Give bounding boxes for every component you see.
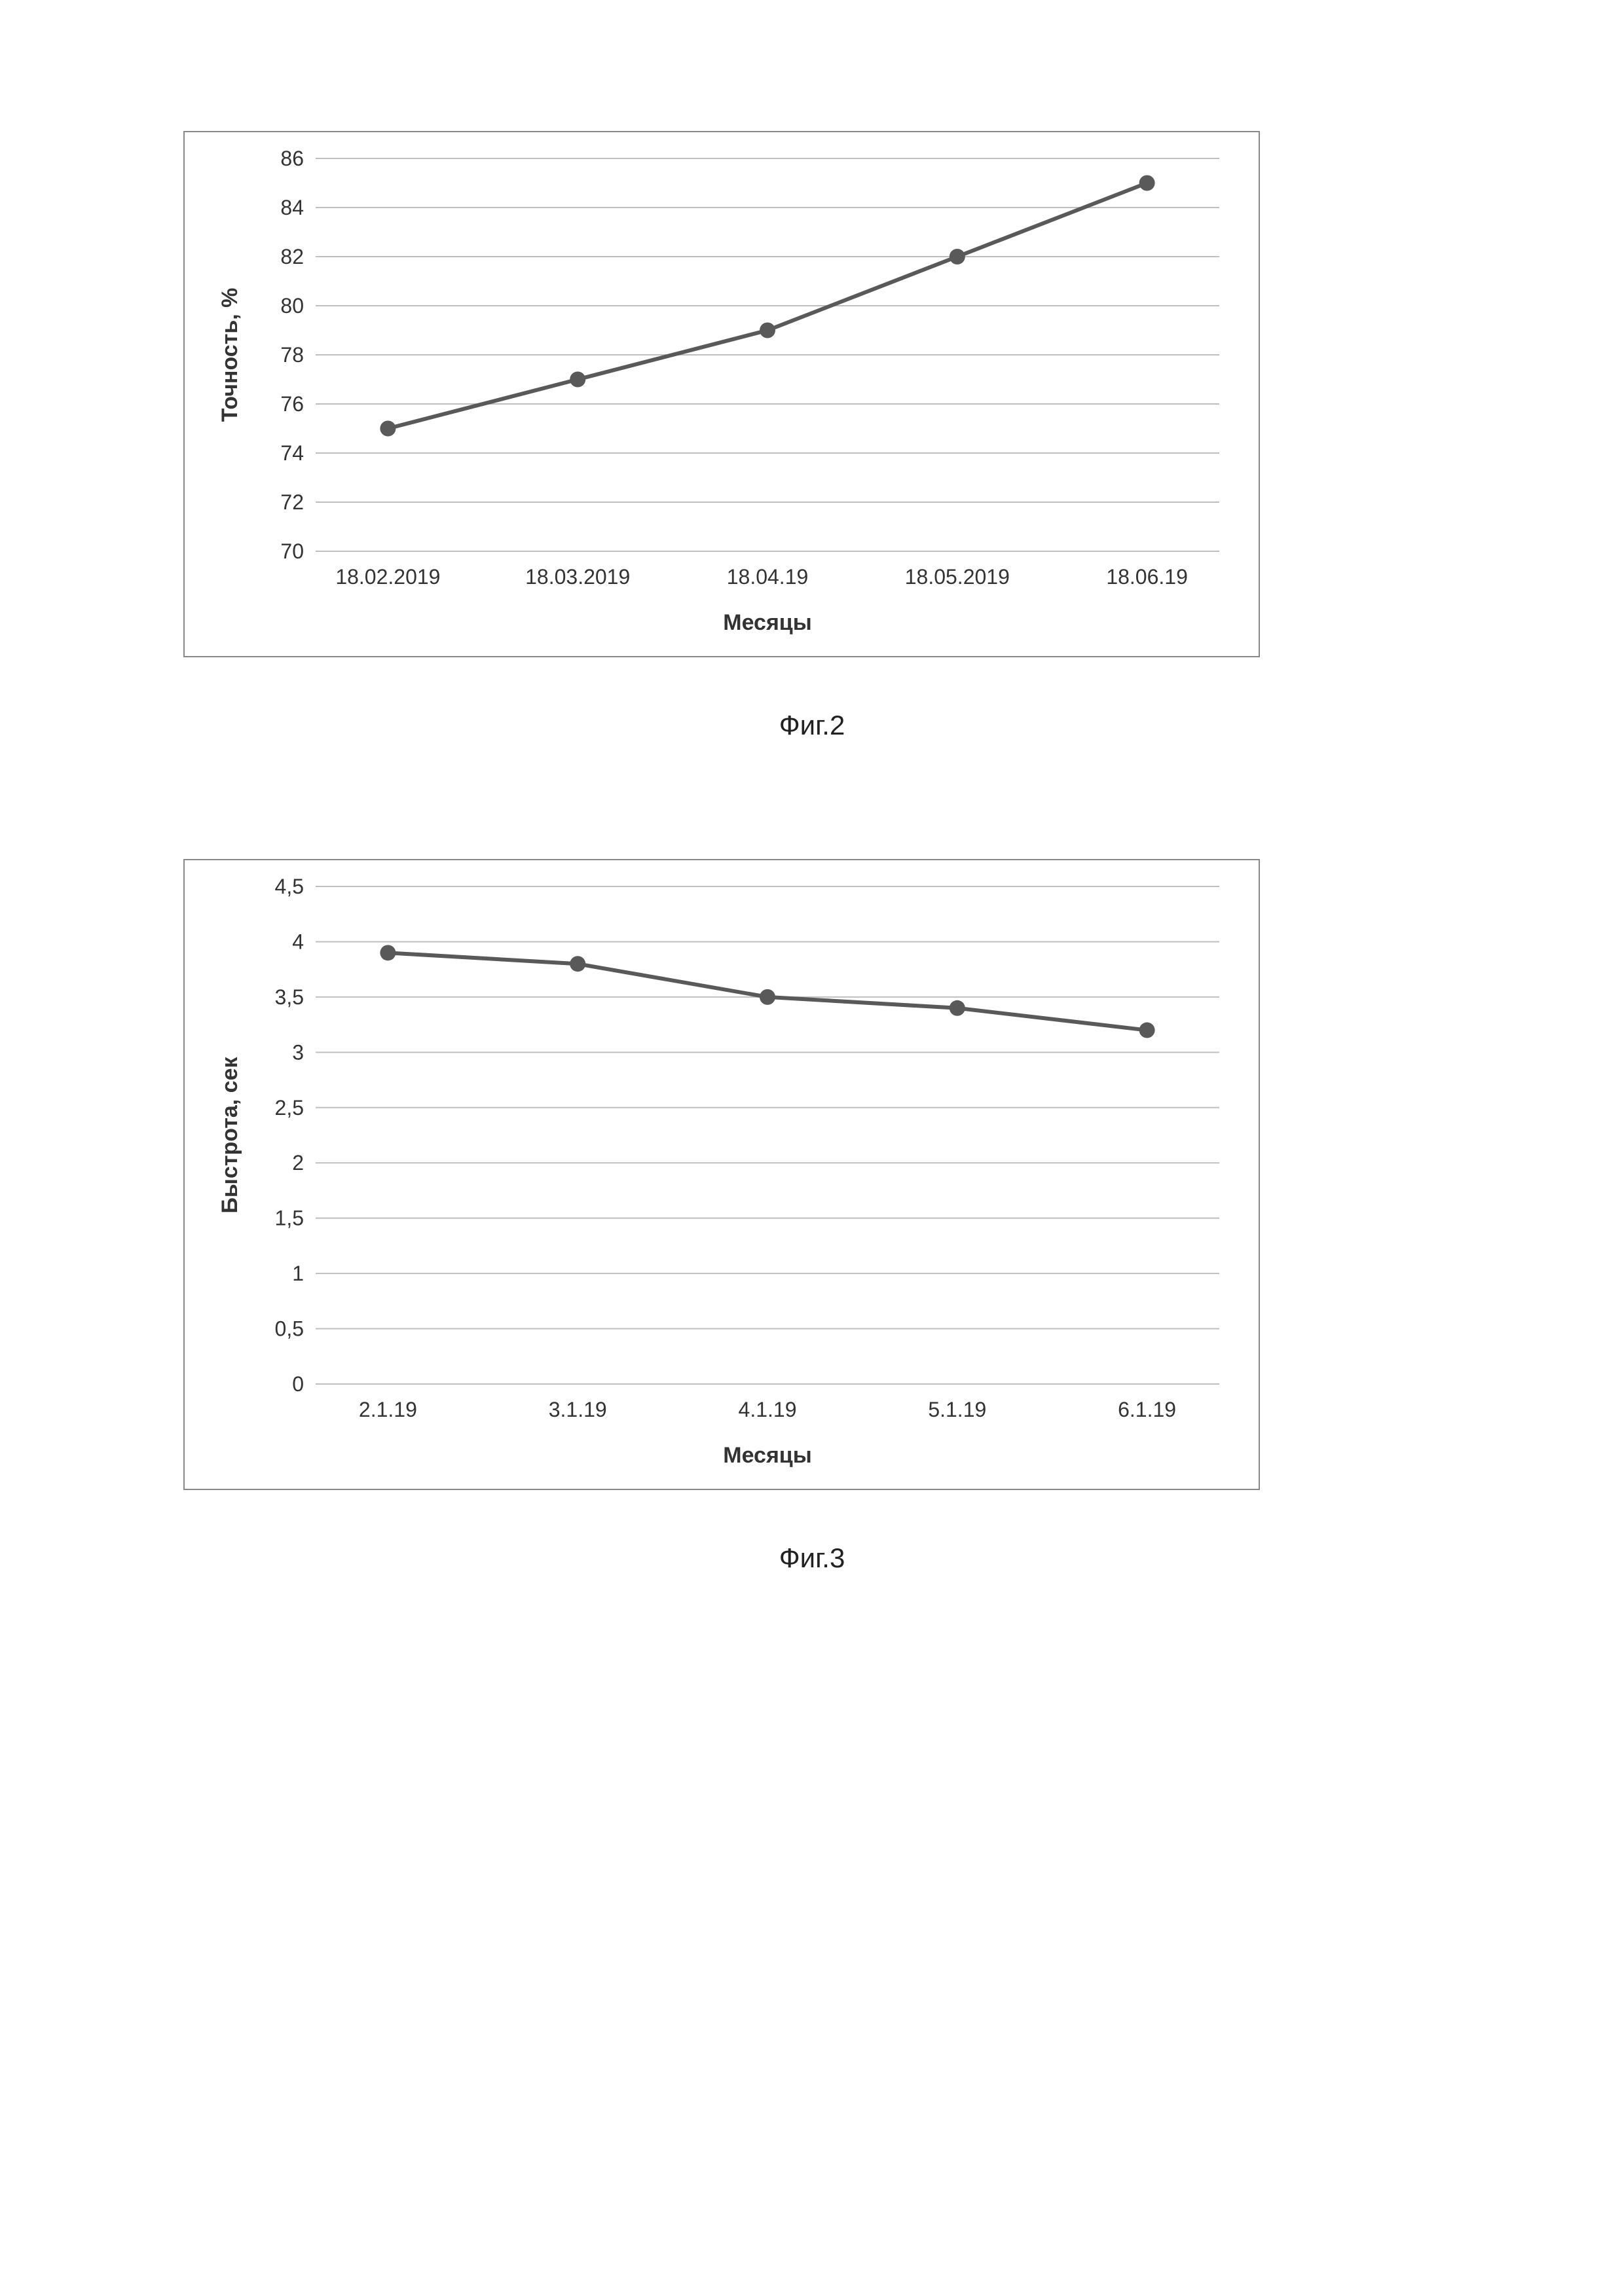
x-tick-label: 4.1.19 [739, 1398, 797, 1421]
figure-1-caption: Фиг.2 [183, 710, 1441, 741]
x-axis-label: Месяцы [723, 1443, 811, 1468]
x-tick-label: 5.1.19 [928, 1398, 986, 1421]
y-tick-label: 4 [292, 930, 304, 953]
y-axis-label: Быстрота, сек [217, 1057, 242, 1214]
y-tick-label: 80 [280, 294, 304, 318]
data-marker [950, 249, 965, 264]
data-marker [380, 421, 396, 437]
y-tick-label: 4,5 [275, 875, 304, 898]
x-tick-label: 18.05.2019 [905, 565, 1010, 589]
y-tick-label: 70 [280, 539, 304, 563]
data-marker [760, 323, 775, 338]
y-axis-label: Точность, % [217, 288, 242, 422]
data-marker [380, 945, 396, 960]
y-tick-label: 3 [292, 1040, 304, 1064]
data-marker [950, 1000, 965, 1016]
y-tick-label: 74 [280, 441, 304, 465]
data-marker [1139, 1023, 1155, 1038]
x-tick-label: 6.1.19 [1118, 1398, 1176, 1421]
y-tick-label: 1,5 [275, 1207, 304, 1230]
x-axis-label: Месяцы [723, 610, 811, 635]
y-tick-label: 1 [292, 1262, 304, 1285]
x-tick-label: 3.1.19 [549, 1398, 607, 1421]
x-tick-label: 2.1.19 [359, 1398, 417, 1421]
x-tick-label: 18.06.19 [1106, 565, 1188, 589]
chart-1-container: 70 72 74 76 78 80 82 84 86 18.02.2019 18.03.2019 18… [183, 131, 1260, 657]
y-tick-label: 2 [292, 1151, 304, 1175]
data-marker [570, 956, 585, 972]
y-tick-label: 72 [280, 490, 304, 514]
y-tick-label: 2,5 [275, 1096, 304, 1120]
y-tick-label: 0 [292, 1372, 304, 1396]
y-tick-label: 86 [280, 147, 304, 170]
x-tick-label: 18.04.19 [727, 565, 809, 589]
data-marker [1139, 175, 1155, 191]
data-marker [570, 372, 585, 388]
x-tick-label: 18.02.2019 [335, 565, 440, 589]
data-marker [760, 989, 775, 1005]
x-tick-label: 18.03.2019 [525, 565, 630, 589]
figure-2-caption: Фиг.3 [183, 1542, 1441, 1574]
accuracy-chart-svg: 70 72 74 76 78 80 82 84 86 18.02.2019 18.03.2019 18… [185, 132, 1259, 656]
chart-2-container: 0 0,5 1 1,5 2 2,5 3 3,5 4 4,5 2.1.19 3.1.19 4.1.19 5.… [183, 859, 1260, 1490]
speed-chart-svg: 0 0,5 1 1,5 2 2,5 3 3,5 4 4,5 2.1.19 3.1.19 4.1.19 5.… [185, 860, 1259, 1489]
y-tick-label: 0,5 [275, 1317, 304, 1341]
y-tick-label: 3,5 [275, 985, 304, 1009]
y-tick-label: 82 [280, 245, 304, 268]
y-tick-label: 78 [280, 343, 304, 367]
y-tick-label: 76 [280, 392, 304, 416]
y-tick-label: 84 [280, 196, 304, 219]
